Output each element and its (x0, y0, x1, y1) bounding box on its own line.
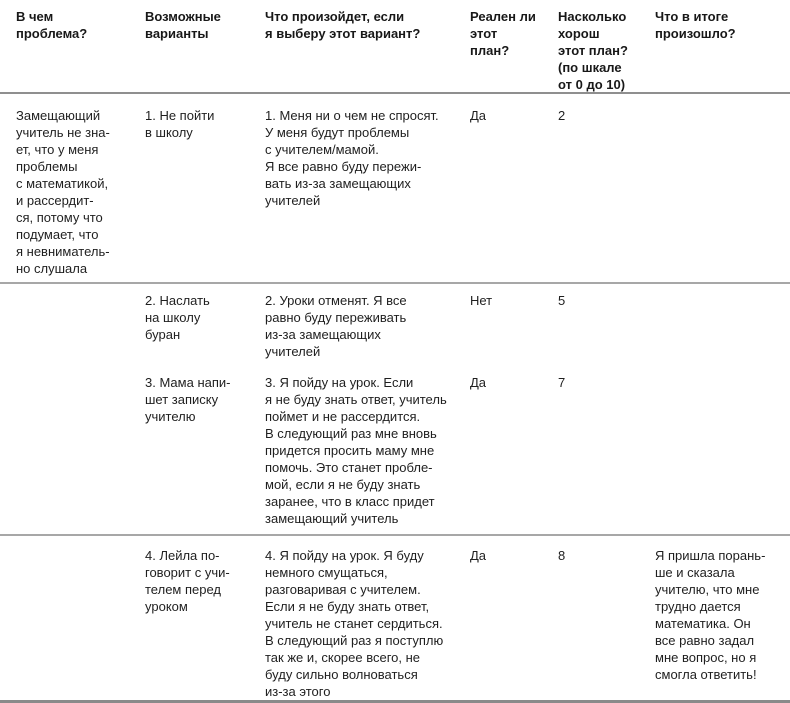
cell-score: 2 (558, 108, 566, 123)
cell-outcome: 2. Уроки отменят. Я все равно буду переж… (265, 293, 407, 359)
table-row: 2. Наслать на школу буран 2. Уроки отмен… (0, 284, 790, 360)
table-section: 2. Наслать на школу буран 2. Уроки отмен… (0, 284, 790, 536)
cell-option: 4. Лейла по- говорит с учи- телем перед … (145, 548, 230, 614)
cell-realistic: Нет (470, 293, 493, 308)
cell-problem (16, 292, 145, 360)
cell-outcome: 4. Я пойду на урок. Я буду немного смуща… (265, 548, 444, 699)
cell-result: Я пришла порань- ше и сказала учителю, ч… (655, 548, 766, 682)
column-header-result: Что в итоге произошло? (655, 9, 736, 41)
cell-option: 1. Не пойти в школу (145, 108, 215, 140)
cell-score: 7 (558, 375, 566, 390)
cell-option: 3. Мама напи- шет записку учителю (145, 375, 231, 424)
cell-realistic: Да (470, 375, 487, 390)
column-header-problem: В чем проблема? (16, 9, 88, 41)
column-header-options: Возможные варианты (145, 9, 221, 41)
cell-result (655, 107, 784, 282)
column-header-outcome: Что произойдет, если я выберу этот вариа… (265, 9, 421, 41)
table-row: 3. Мама напи- шет записку учителю 3. Я п… (0, 374, 790, 527)
table-row: Замещающий учитель не зна- ет, что у мен… (0, 94, 790, 284)
cell-option: 2. Наслать на школу буран (145, 293, 210, 342)
cell-problem (16, 374, 145, 527)
column-header-realistic: Реален ли этот план? (470, 9, 536, 58)
cell-outcome: 3. Я пойду на урок. Если я не буду знать… (265, 375, 447, 526)
cell-result (655, 292, 784, 360)
cell-outcome: 1. Меня ни о чем не спросят. У меня буду… (265, 108, 439, 208)
cell-result (655, 374, 784, 527)
cell-realistic: Да (470, 548, 487, 563)
cell-score: 5 (558, 293, 566, 308)
cell-realistic: Да (470, 108, 487, 123)
table-row: 4. Лейла по- говорит с учи- телем перед … (0, 536, 790, 703)
cell-problem (16, 547, 145, 700)
table-header-row: В чем проблема? Возможные варианты Что п… (0, 0, 790, 94)
column-header-score: Насколько хорош этот план? (по шкале от … (558, 9, 628, 92)
cell-score: 8 (558, 548, 566, 563)
cell-problem: Замещающий учитель не зна- ет, что у мен… (16, 108, 110, 276)
